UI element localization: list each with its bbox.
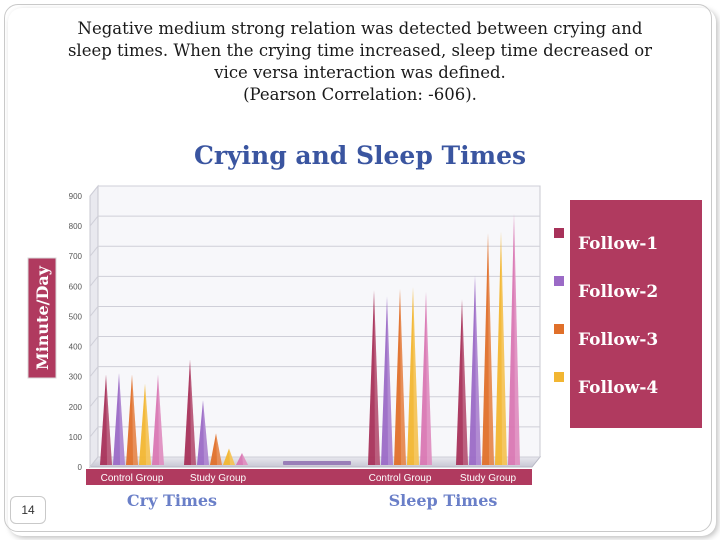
bar-highlight [216,433,222,465]
bar-highlight [488,233,494,465]
bar-series-5 [152,374,164,465]
bar-highlight [106,374,112,465]
gridline-side [89,185,99,197]
bar-highlight [501,231,507,465]
y-tick-label: 900 [69,192,83,201]
y-tick-label: 700 [69,252,83,261]
bar-highlight [462,299,468,465]
bar-highlight [229,448,235,465]
bar-follow-2 [469,275,481,465]
bar-highlight [158,374,164,465]
bar-follow-4 [407,287,419,465]
bar-highlight [242,452,248,465]
plot-side-wall [89,184,99,469]
legend-swatch [554,324,564,334]
y-tick-label: 0 [78,463,83,472]
bar-highlight [387,296,393,465]
y-tick-label: 100 [69,433,83,442]
header-line-1: Negative medium strong relation was dete… [77,19,643,38]
y-tick-label: 800 [69,222,83,231]
section-label: Sleep Times [389,491,498,510]
header-line-2: sleep times. When the crying time increa… [67,41,653,60]
chart-title: Crying and Sleep Times [194,141,526,170]
bar-follow-1 [368,290,380,465]
bar-follow-1 [456,299,468,465]
bar-highlight [145,383,151,465]
bar-follow-1 [184,359,196,465]
gridline-side [89,426,99,438]
y-tick-label: 600 [69,282,83,291]
bar-highlight [119,373,125,465]
bar-highlight [413,287,419,465]
legend-swatch [554,228,564,238]
bar-follow-4 [495,231,507,465]
legend-swatch [554,276,564,286]
bar-series-5 [236,452,248,465]
bar-follow-3 [126,374,138,465]
gridline-side [89,396,99,408]
bar-follow-2 [113,373,125,465]
slide-frame [4,4,712,532]
gridline-side [89,215,99,227]
bar-follow-3 [210,433,222,465]
section-label: Cry Times [127,491,217,510]
bar-series-5 [508,213,520,465]
legend-label: Follow-1 [578,234,658,254]
y-tick-label: 200 [69,403,83,412]
category-label: Control Group [369,473,432,484]
bar-highlight [190,359,196,465]
bar-highlight [514,213,520,465]
bar-highlight [374,290,380,465]
legend-swatch [554,372,564,382]
bar-highlight [400,288,406,465]
y-tick-label: 300 [69,373,83,382]
category-label: Control Group [101,473,164,484]
bar-follow-2 [381,296,393,465]
bar-highlight [475,275,481,465]
bar-follow-4 [139,383,151,465]
bar-highlight [426,291,432,465]
gridline-side [89,456,99,468]
y-axis-label: Minute/Day [33,265,52,370]
y-tick-label: 400 [69,343,83,352]
legend-panel [570,200,702,428]
gap-tray [283,461,351,465]
bar-follow-2 [197,400,209,465]
bar-highlight [132,374,138,465]
bar-highlight [203,400,209,465]
category-label-bar [86,469,532,485]
bar-series-5 [420,291,432,465]
bar-follow-3 [482,233,494,465]
y-tick-label: 500 [69,312,83,321]
slide-header-text: Negative medium strong relation was dete… [20,18,700,106]
header-line-3: vice versa interaction was defined. [214,63,506,82]
gridline-side [89,306,99,317]
gridline-side [89,245,99,257]
bar-follow-3 [394,288,406,465]
page-number: 14 [10,496,46,524]
legend-label: Follow-3 [578,330,658,350]
gridline-side [89,336,99,347]
gridline-side [89,366,99,377]
bar-follow-4 [223,448,235,465]
legend-label: Follow-4 [578,378,658,398]
ylabel-panel [27,257,57,379]
category-label: Study Group [190,473,247,484]
legend-label: Follow-2 [578,282,658,302]
header-line-4: (Pearson Correlation: -606). [243,85,477,104]
category-label: Study Group [460,473,517,484]
bar-follow-1 [100,374,112,465]
gridline-side [89,276,99,287]
